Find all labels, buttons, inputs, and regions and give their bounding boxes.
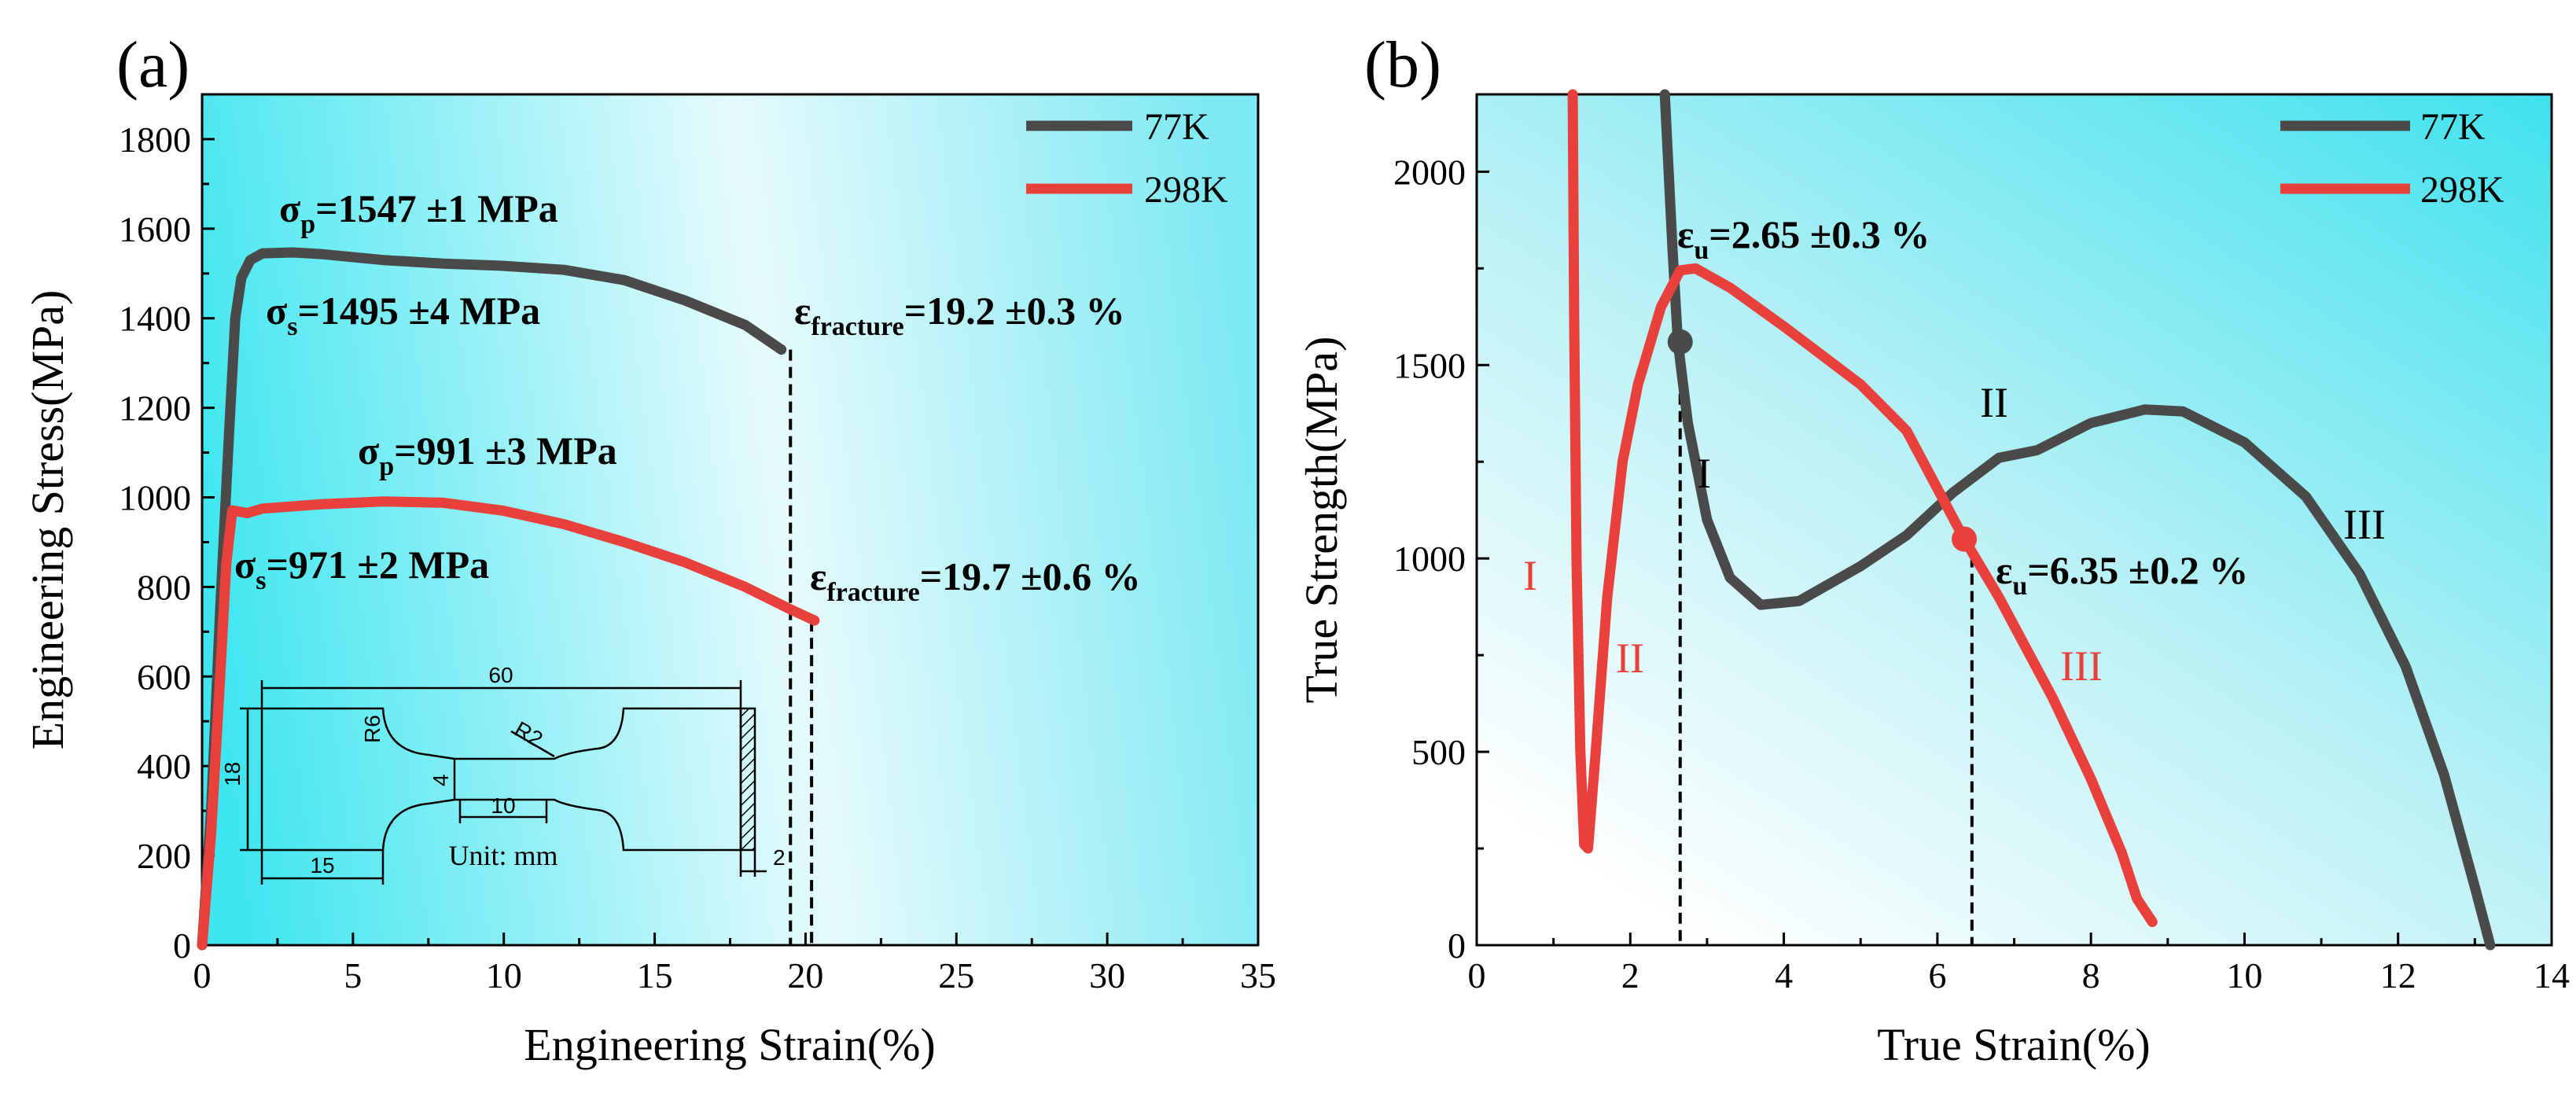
stage-ii-298k: II (1616, 635, 1644, 682)
legend-label-298k-b: 298K (2420, 169, 2504, 211)
x-tick-label: 10 (2226, 955, 2262, 995)
y-tick-label: 0 (173, 926, 191, 966)
y-tick-label: 400 (137, 746, 191, 786)
axis-ticks-a: 0 5 10 15 20 25 30 35 0 200 400 600 800 1000 1200 1400 1… (119, 120, 1276, 995)
x-tick-label: 35 (1240, 955, 1276, 995)
y-tick-label: 600 (137, 657, 191, 697)
annotation-yield-77k: σs=1495 ±4 MPa (266, 289, 540, 341)
stage-ii-77k: II (1980, 379, 2008, 426)
axis-ticks-b: 0 2 4 6 8 10 12 14 0 500 1000 1500 2000 (1393, 152, 2570, 995)
legend-a: 77K 298K (1026, 106, 1228, 211)
uniform-elongation-marker (1952, 526, 1978, 552)
y-tick-label: 1000 (119, 478, 191, 518)
inset-unit: Unit: mm (448, 840, 558, 871)
inset-dim-total: 60 (488, 663, 513, 687)
x-tick-label: 2 (1621, 955, 1639, 995)
inset-dim-hatch: 2 (773, 845, 786, 870)
panel-label-b: (b) (1364, 28, 1441, 101)
panel-label-a: (a) (116, 28, 190, 101)
series-line-77k (1659, 89, 2496, 951)
x-tick-label: 5 (344, 955, 362, 995)
y-tick-label: 1600 (119, 209, 191, 249)
annotation-peak-298k: σp=991 ±3 MPa (358, 429, 617, 481)
x-tick-label: 30 (1089, 955, 1125, 995)
x-tick-label: 14 (2534, 955, 2570, 995)
series-line-298k (1567, 89, 2158, 927)
annotation-peak-77k: σp=1547 ±1 MPa (279, 186, 558, 239)
y-tick-label: 0 (1448, 926, 1466, 966)
legend-label-298k-a: 298K (1144, 169, 1228, 211)
x-tick-label: 12 (2380, 955, 2416, 995)
y-tick-label: 1500 (1393, 345, 1466, 385)
annotation-fracture-77k: εfracture=19.2 ±0.3 % (794, 289, 1125, 341)
series-line-298k (197, 496, 820, 951)
series-b (1567, 89, 2496, 951)
x-tick-label: 20 (787, 955, 823, 995)
plot-area-b (1475, 93, 2553, 947)
inset-dim-gauge-width: 4 (429, 774, 453, 786)
y-tick-label: 200 (137, 836, 191, 876)
y-tick-label: 2000 (1393, 152, 1466, 192)
inset-dim-gauge-length: 10 (491, 793, 515, 818)
x-tick-label: 8 (2082, 955, 2100, 995)
y-tick-label: 1000 (1393, 539, 1466, 579)
dashed-lines-b (1678, 341, 1974, 945)
series-a (197, 247, 820, 951)
y-tick-label: 800 (137, 567, 191, 607)
y-tick-label: 500 (1411, 732, 1466, 772)
x-tick-label: 4 (1775, 955, 1793, 995)
x-tick-label: 15 (637, 955, 673, 995)
panel-a: (a) 0 5 10 15 20 25 30 35 0 200 400 600 800 1000 1200 1… (22, 28, 1276, 1070)
stage-iii-298k: III (2060, 642, 2103, 690)
x-tick-label: 0 (1468, 955, 1486, 995)
series-line-77k (197, 247, 787, 951)
dim-line-r2 (510, 730, 555, 758)
y-tick-label: 1400 (119, 299, 191, 339)
hatched-grip (739, 707, 756, 852)
x-axis-title-b: True Strain(%) (1877, 1019, 2150, 1070)
y-axis-title-b: True Strength(MPa) (1296, 337, 1347, 704)
specimen-inset (240, 680, 767, 885)
legend-label-77k-a: 77K (1144, 106, 1209, 148)
annotation-yield-298k: σs=971 ±2 MPa (234, 543, 489, 595)
x-tick-label: 6 (1928, 955, 1946, 995)
stage-i-77k: I (1697, 450, 1711, 497)
y-tick-label: 1800 (119, 120, 191, 160)
y-tick-label: 1200 (119, 388, 191, 429)
x-axis-title-a: Engineering Strain(%) (524, 1019, 935, 1070)
x-tick-label: 10 (486, 955, 522, 995)
inset-dim-grip: 15 (310, 853, 334, 878)
annotation-uniform-298k: εu=6.35 ±0.2 % (1996, 548, 2248, 601)
inset-dim-r6: R6 (360, 715, 385, 743)
uniform-elongation-marker (1667, 329, 1693, 355)
x-tick-label: 0 (193, 955, 212, 995)
stage-i-298k: I (1523, 552, 1537, 599)
legend-b: 77K 298K (2280, 106, 2504, 211)
annotation-fracture-298k: εfracture=19.7 ±0.6 % (810, 554, 1141, 607)
panel-b: (b) 0 2 4 6 8 10 12 14 0 500 1000 1500 2000 True Str… (1296, 28, 2570, 1070)
stage-iii-77k: III (2343, 501, 2386, 548)
legend-label-77k-b: 77K (2420, 106, 2486, 148)
y-axis-title-a: Engineering Stress(MPa) (22, 290, 73, 750)
specimen-inset-labels: 60 R6 R2 18 4 10 15 2 Unit: mm (220, 663, 786, 878)
inset-dim-height: 18 (220, 762, 245, 786)
annotation-uniform-77k: εu=2.65 ±0.3 % (1677, 212, 1930, 265)
plot-area-a (201, 93, 1260, 947)
dashed-lines-a (789, 349, 814, 945)
x-tick-label: 25 (938, 955, 974, 995)
